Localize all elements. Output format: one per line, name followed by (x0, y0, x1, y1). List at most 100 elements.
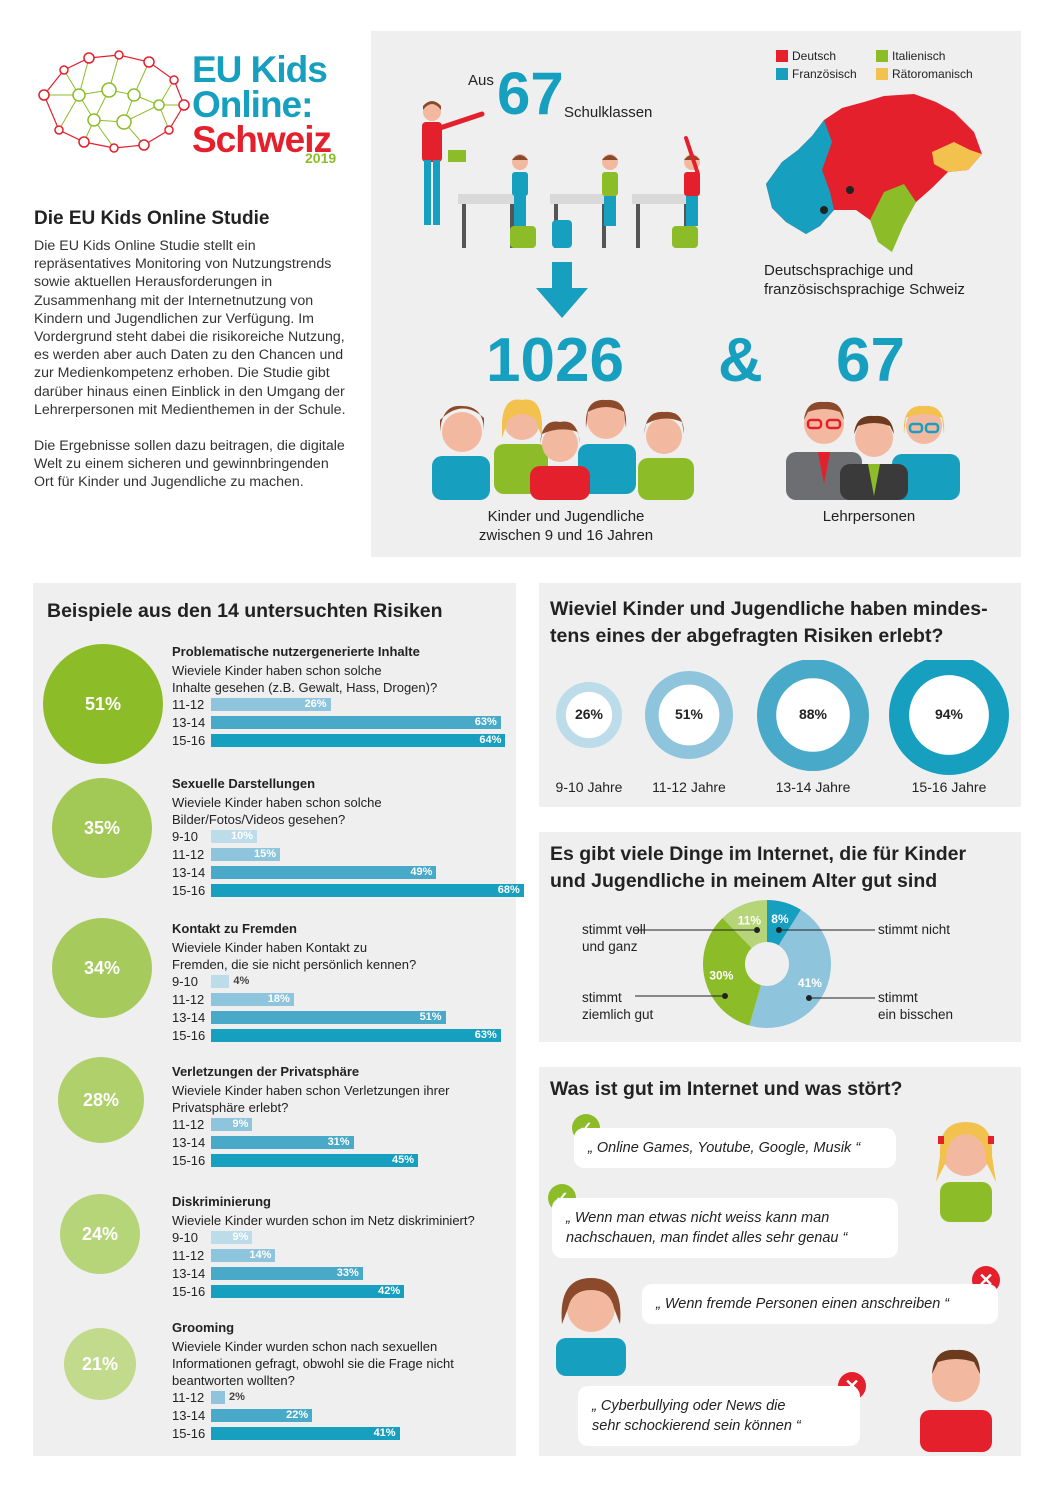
bar-age-label: 15-16 (172, 1284, 206, 1299)
risk-bar-row: 13-14 63% (172, 715, 512, 730)
risk-percentage-circle: 34% (52, 918, 152, 1018)
intro-paragraph-2: Die Ergebnisse sollen dazu beitragen, di… (34, 438, 345, 491)
risk-bar-row: 15-16 64% (172, 733, 512, 748)
arrow-down-icon (536, 262, 588, 318)
risk-title: Kontakt zu Fremden (172, 921, 297, 936)
risk-bar-row: 15-16 42% (172, 1284, 512, 1299)
bar-age-label: 11-12 (172, 847, 205, 862)
legend-label-deutsch: Deutsch (792, 49, 837, 63)
bar-age-label: 9-10 (172, 829, 199, 844)
risk-bar-row: 11-12 2% (172, 1390, 512, 1405)
donut-label-ziemlich-line-2: ziemlich gut (582, 1007, 654, 1022)
donut-label-bisschen-line-2: ein bisschen (878, 1007, 954, 1022)
donut-label-voll-line-1: stimmt voll (582, 922, 646, 937)
bar-age-label: 15-16 (172, 733, 206, 748)
risk-bar-row: 9-10 9% (172, 1230, 512, 1245)
quote-bubble-1: „ Online Games, Youtube, Google, Musik “ (574, 1128, 896, 1168)
donut-slice-label: 41% (798, 976, 822, 990)
risk-bar-row: 15-16 63% (172, 1028, 512, 1043)
donut-slice (767, 900, 801, 946)
ring-value-label: 88% (798, 706, 828, 722)
bar-age-label: 11-12 (172, 1248, 205, 1263)
risk-bar-row: 11-12 15% (172, 847, 512, 862)
quote-bubble-4: „ Cyberbullying oder News die sehr schoc… (578, 1386, 860, 1446)
bar-age-label: 15-16 (172, 1426, 206, 1441)
classroom-illustration (422, 101, 700, 248)
donut-slice (703, 917, 761, 1026)
risk-question: Wieviele Kinder haben schon solche (172, 663, 382, 678)
risk-question: Wieviele Kinder wurden schon nach sexuel… (172, 1339, 438, 1354)
quote-4-line-1: „ Cyberbullying oder News die (592, 1398, 786, 1414)
avatar-girl-brown (556, 1278, 626, 1376)
bar-age-label: 15-16 (172, 1153, 206, 1168)
legend-label-franzoesisch: Französisch (792, 67, 857, 81)
risk-bar: 10% (211, 830, 257, 843)
risk-bar-row: 15-16 68% (172, 883, 524, 898)
risk-bar: 31% (211, 1136, 354, 1149)
risk-bar: 41% (211, 1427, 400, 1440)
quote-2-line-2: nachschauen, man findet alles sehr genau… (566, 1230, 848, 1246)
intro-paragraph-1: Die EU Kids Online Studie stellt ein rep… (34, 238, 346, 418)
risk-title: Verletzungen der Privatsphäre (172, 1064, 360, 1079)
risk-bar: 15% (211, 848, 280, 861)
risk-bar: 42% (211, 1285, 405, 1298)
ring-value-label: 51% (674, 706, 704, 722)
bar-value-label: 4% (233, 975, 250, 987)
legend-swatch-raetoromanisch (876, 68, 888, 80)
risk-title: Problematische nutzergenerierte Inhalte (172, 644, 420, 659)
good-things-title: Es gibt viele Dinge im Internet, die für… (550, 841, 966, 895)
quote-2-line-1: „ Wenn man etwas nicht weiss kann man (566, 1210, 830, 1226)
risk-bar: 26% (211, 698, 331, 711)
risk-bar: 51% (211, 1011, 446, 1024)
classes-label: Schulklassen (564, 104, 653, 121)
logo-line-1: EU Kids (192, 49, 328, 90)
risk-percentage-circle: 28% (58, 1057, 144, 1143)
quote-bubble-3: „ Wenn fremde Personen einen anschreiben… (642, 1284, 998, 1324)
bar-age-label: 13-14 (172, 1408, 206, 1423)
donut-label-bisschen-line-1: stimmt (878, 990, 918, 1005)
risk-percentage-circle: 21% (64, 1328, 136, 1400)
risk-bar: 22% (211, 1409, 313, 1422)
ring-mark (889, 660, 1009, 775)
risk-question: Wieviele Kinder haben schon Verletzungen… (172, 1083, 450, 1098)
bar-age-label: 13-14 (172, 715, 206, 730)
map-caption: Deutschsprachige und französischsprachig… (764, 261, 998, 299)
donut-leader-dot (776, 927, 782, 933)
legend-label-raetoromanisch: Rätoromanisch (892, 67, 973, 81)
bar-age-label: 9-10 (172, 1230, 199, 1245)
bar-age-label: 15-16 (172, 1028, 206, 1043)
children-caption: Kinder und Jugendliche zwischen 9 und 16… (446, 507, 686, 545)
donut-label-nicht: stimmt nicht (878, 922, 951, 937)
risk-bar-row: 13-14 31% (172, 1135, 512, 1150)
risks-title: Beispiele aus den 14 untersuchten Risike… (47, 600, 443, 622)
ring-age-label: 13-14 Jahre (775, 779, 851, 795)
risk-bar: 9% (211, 1231, 253, 1244)
logo-line-2: Online: (192, 84, 313, 126)
donut-leader-dot (806, 995, 812, 1001)
ring-mark (644, 671, 733, 759)
donut-slice (722, 900, 767, 949)
intro-text: Die EU Kids Online Studie stellt ein rep… (34, 237, 352, 492)
donut-leader-dot (722, 993, 728, 999)
good-things-donut-chart: 8% 41% 30% 11% (633, 900, 875, 1028)
risk-bar: 18% (211, 993, 294, 1006)
good-things-title-line-1: Es gibt viele Dinge im Internet, die für… (550, 843, 967, 865)
risk-bar-row: 9-10 4% (172, 974, 512, 989)
logo-line-3: Schweiz (192, 119, 332, 161)
legend-swatch-italienisch (876, 50, 888, 62)
ring-value-label: 26% (574, 706, 604, 722)
risk-question: Fremden, die sie nicht persönlich kennen… (172, 957, 417, 972)
bar-age-label: 9-10 (172, 974, 199, 989)
risk-title: Sexuelle Darstellungen (172, 776, 316, 791)
bar-age-label: 13-14 (172, 1135, 206, 1150)
ring-mark (757, 660, 869, 771)
experienced-title: Wieviel Kinder und Jugendliche haben min… (550, 596, 988, 650)
children-group-illustration (432, 399, 694, 500)
risk-question: Wieviele Kinder haben schon solche (172, 795, 382, 810)
risk-bar (211, 1391, 225, 1404)
risk-bar: 9% (211, 1118, 253, 1131)
donut-leader-dot (754, 927, 760, 933)
bar-age-label: 11-12 (172, 1117, 205, 1132)
quote-bubble-2: „ Wenn man etwas nicht weiss kann man na… (552, 1198, 898, 1258)
classes-number: 67 (497, 60, 564, 127)
